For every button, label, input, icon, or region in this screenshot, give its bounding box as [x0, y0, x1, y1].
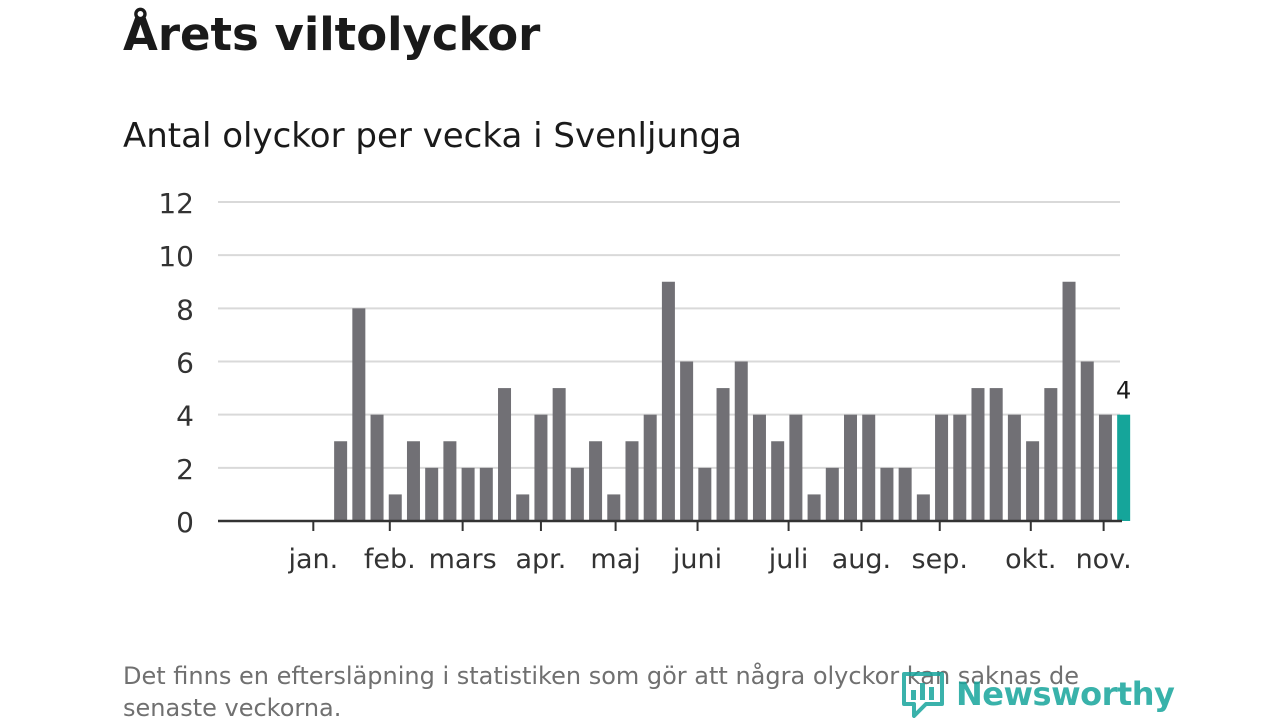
bar — [1098, 414, 1112, 521]
bar — [607, 494, 621, 521]
y-tick-label: 2 — [176, 453, 194, 486]
bar — [516, 494, 530, 521]
y-tick-label: 10 — [158, 240, 194, 273]
x-tick-label: feb. — [364, 544, 416, 575]
bar — [625, 441, 639, 521]
bar — [479, 467, 493, 521]
y-tick-label: 0 — [176, 506, 194, 539]
y-tick-label: 4 — [176, 400, 194, 433]
bar — [789, 414, 803, 521]
bar — [425, 467, 439, 521]
bar-chart: 0 2 4 6 8 10 12 4 jan. feb. mars apr. maj juni juli aug… — [158, 187, 1132, 575]
bar — [370, 414, 384, 521]
x-tick-label: juni — [672, 544, 722, 575]
highlighted-bar — [1117, 414, 1131, 521]
x-tick-label: mars — [429, 544, 497, 575]
logo-text: Newsworthy — [956, 675, 1175, 713]
y-tick-label: 12 — [158, 187, 194, 220]
bar — [880, 467, 894, 521]
x-tick-label: sep. — [912, 544, 968, 575]
bar — [862, 414, 876, 521]
bar — [406, 441, 420, 521]
y-tick-label: 8 — [176, 293, 194, 326]
bar — [752, 414, 766, 521]
bar — [661, 281, 675, 521]
bar — [443, 441, 457, 521]
bar — [589, 441, 603, 521]
bar — [570, 467, 584, 521]
bar — [534, 414, 548, 521]
newsworthy-logo: Newsworthy — [900, 668, 1175, 720]
bar — [971, 388, 985, 521]
bar — [989, 388, 1003, 521]
bar — [734, 361, 748, 521]
bar — [916, 494, 930, 521]
data-label: 4 — [1116, 377, 1131, 405]
bar — [825, 467, 839, 521]
bar — [680, 361, 694, 521]
x-tick-label: jan. — [287, 544, 338, 575]
bar — [935, 414, 949, 521]
bar — [844, 414, 858, 521]
bar — [334, 441, 348, 521]
bar — [807, 494, 821, 521]
bar — [698, 467, 712, 521]
x-tick-label: okt. — [1005, 544, 1056, 575]
x-tick-label: nov. — [1076, 544, 1132, 575]
x-tick-label: juli — [768, 544, 809, 575]
x-tick-label: apr. — [515, 544, 566, 575]
x-tick-label: maj — [590, 544, 640, 575]
bar — [461, 467, 475, 521]
chart-subtitle: Antal olyckor per vecka i Svenljunga — [123, 116, 742, 156]
bar — [498, 388, 512, 521]
bar — [953, 414, 967, 521]
bar — [388, 494, 402, 521]
bar — [1026, 441, 1040, 521]
bar — [1062, 281, 1076, 521]
bar — [1007, 414, 1021, 521]
x-tick-label: aug. — [832, 544, 891, 575]
bar — [1080, 361, 1094, 521]
bar — [352, 308, 366, 521]
bar — [716, 388, 730, 521]
bar-chart-speech-icon — [902, 672, 944, 718]
chart-title: Årets viltolyckor — [123, 8, 541, 61]
bar — [552, 388, 566, 521]
y-tick-label: 6 — [176, 347, 194, 380]
bar — [643, 414, 657, 521]
bar — [1044, 388, 1058, 521]
bar — [898, 467, 912, 521]
bar — [771, 441, 785, 521]
